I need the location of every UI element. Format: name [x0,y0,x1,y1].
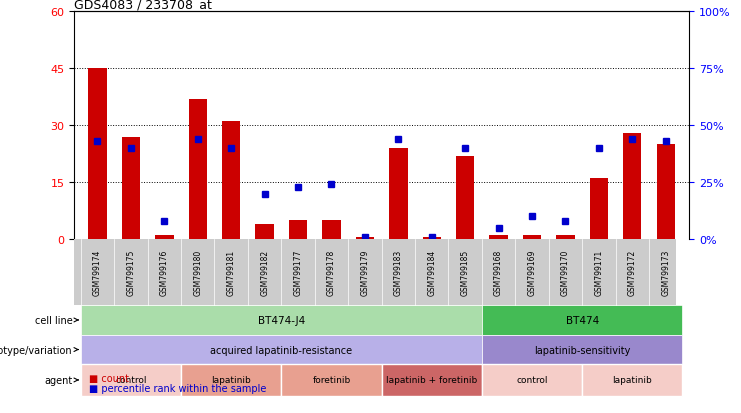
Bar [489,236,508,240]
Text: GSM799174: GSM799174 [93,249,102,296]
Text: GSM799168: GSM799168 [494,249,503,296]
Text: GSM799180: GSM799180 [193,249,202,296]
Text: GSM799185: GSM799185 [461,249,470,296]
Bar [81,306,482,335]
Bar [623,133,642,240]
Text: lapatinib-sensitivity: lapatinib-sensitivity [534,345,631,355]
Text: GSM799175: GSM799175 [127,249,136,296]
Text: ■ count: ■ count [89,373,129,383]
Bar [389,149,408,240]
Text: acquired lapatinib-resistance: acquired lapatinib-resistance [210,345,353,355]
Bar [523,236,541,240]
Text: lapatinib: lapatinib [211,375,251,385]
Bar [74,240,676,306]
Text: ■ percentile rank within the sample: ■ percentile rank within the sample [89,383,266,393]
Text: BT474: BT474 [565,315,599,325]
Text: GSM799178: GSM799178 [327,249,336,296]
Bar [289,221,308,240]
Bar [456,156,474,240]
Text: GSM799177: GSM799177 [293,249,302,296]
Bar [222,122,240,240]
Text: BT474-J4: BT474-J4 [258,315,305,325]
Bar [88,69,107,240]
Text: lapatinib: lapatinib [612,375,652,385]
Text: GSM799176: GSM799176 [160,249,169,296]
Bar [556,236,575,240]
Text: control: control [516,375,548,385]
Bar [482,306,682,335]
Text: agent: agent [44,375,79,385]
Bar [482,364,582,396]
Bar [155,236,173,240]
Text: lapatinib + foretinib: lapatinib + foretinib [386,375,477,385]
Bar [282,364,382,396]
Text: GSM799183: GSM799183 [393,249,403,296]
Text: GSM799179: GSM799179 [360,249,370,296]
Bar [482,335,682,364]
Bar [590,179,608,240]
Bar [181,364,282,396]
Text: control: control [115,375,147,385]
Text: GSM799181: GSM799181 [227,249,236,296]
Bar [422,237,441,240]
Bar [81,364,181,396]
Bar [582,364,682,396]
Text: GSM799172: GSM799172 [628,249,637,296]
Bar [356,237,374,240]
Text: GDS4083 / 233708_at: GDS4083 / 233708_at [74,0,212,11]
Text: GSM799182: GSM799182 [260,249,269,296]
Bar [188,100,207,240]
Bar [382,364,482,396]
Text: cell line: cell line [35,315,79,325]
Text: GSM799173: GSM799173 [661,249,670,296]
Text: GSM799171: GSM799171 [594,249,603,296]
Bar [322,221,341,240]
Bar [81,335,482,364]
Text: GSM799184: GSM799184 [428,249,436,296]
Text: genotype/variation: genotype/variation [0,345,79,355]
Bar [122,137,140,240]
Bar [256,224,274,240]
Text: GSM799169: GSM799169 [528,249,536,296]
Text: foretinib: foretinib [313,375,350,385]
Bar [657,145,675,240]
Text: GSM799170: GSM799170 [561,249,570,296]
